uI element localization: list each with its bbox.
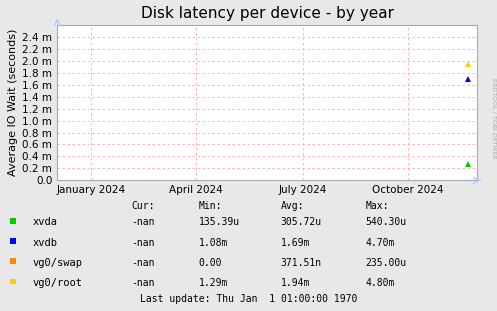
Text: 1.94m: 1.94m — [281, 278, 310, 288]
Text: vg0/swap: vg0/swap — [32, 258, 83, 268]
Text: 305.72u: 305.72u — [281, 217, 322, 227]
Text: 0.00: 0.00 — [199, 258, 222, 268]
Text: -nan: -nan — [132, 217, 155, 227]
Text: -nan: -nan — [132, 258, 155, 268]
Text: Avg:: Avg: — [281, 201, 304, 211]
Text: 371.51n: 371.51n — [281, 258, 322, 268]
Text: 540.30u: 540.30u — [365, 217, 407, 227]
Text: RRDTOOL / TOBI OETIKER: RRDTOOL / TOBI OETIKER — [491, 78, 496, 159]
Title: Disk latency per device - by year: Disk latency per device - by year — [141, 6, 394, 21]
Text: Min:: Min: — [199, 201, 222, 211]
Text: 1.08m: 1.08m — [199, 238, 228, 248]
Text: xvda: xvda — [32, 217, 57, 227]
Text: -nan: -nan — [132, 278, 155, 288]
Text: 4.70m: 4.70m — [365, 238, 395, 248]
Text: xvdb: xvdb — [32, 238, 57, 248]
Y-axis label: Average IO Wait (seconds): Average IO Wait (seconds) — [8, 29, 18, 176]
Text: vg0/root: vg0/root — [32, 278, 83, 288]
Text: 235.00u: 235.00u — [365, 258, 407, 268]
Text: Max:: Max: — [365, 201, 389, 211]
Text: -nan: -nan — [132, 238, 155, 248]
Text: Cur:: Cur: — [132, 201, 155, 211]
Text: 1.69m: 1.69m — [281, 238, 310, 248]
Text: Last update: Thu Jan  1 01:00:00 1970: Last update: Thu Jan 1 01:00:00 1970 — [140, 294, 357, 304]
Text: 1.29m: 1.29m — [199, 278, 228, 288]
Text: 135.39u: 135.39u — [199, 217, 240, 227]
Text: 4.80m: 4.80m — [365, 278, 395, 288]
